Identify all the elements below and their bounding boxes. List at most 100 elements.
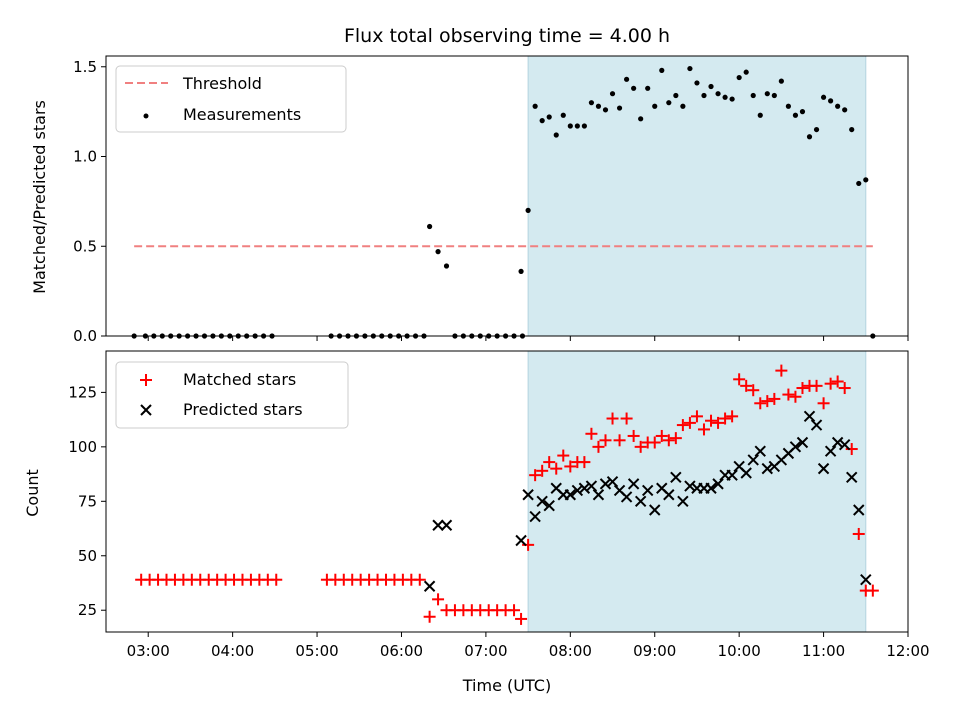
- measurement-point: [680, 103, 686, 109]
- predicted-star-marker: [670, 471, 682, 484]
- marker-stroke: [585, 480, 598, 492]
- marker-stroke: [529, 510, 541, 523]
- x-tick-label: 12:00: [886, 642, 929, 660]
- measurement-point: [602, 107, 609, 113]
- measurement-point: [743, 69, 749, 75]
- measurement-point: [828, 98, 834, 104]
- matched-star-marker: [550, 462, 563, 475]
- predicted-star-marker: [592, 489, 605, 501]
- measurement-point: [659, 67, 665, 73]
- matched-star-marker: [697, 423, 710, 436]
- marker-stroke: [796, 436, 809, 449]
- marker-stroke: [740, 467, 752, 479]
- measurement-point: [863, 177, 869, 183]
- predicted-star-marker: [824, 445, 837, 457]
- y-tick-label: 0.0: [73, 327, 97, 345]
- predicted-star-marker: [663, 489, 675, 501]
- marker-stroke: [423, 580, 436, 592]
- matched-star-marker: [662, 434, 675, 447]
- marker-stroke: [599, 478, 612, 490]
- measurement-point: [532, 103, 538, 109]
- predicted-star-marker: [649, 504, 661, 516]
- measurement-point: [856, 180, 862, 187]
- bottom-y-axis-label: Count: [23, 469, 42, 517]
- matched-star-marker: [754, 397, 767, 410]
- x-tick-label: 09:00: [633, 642, 676, 660]
- matched-star-marker: [726, 410, 739, 423]
- x-tick-label: 11:00: [802, 642, 845, 660]
- measurement-point: [539, 118, 545, 124]
- marker-stroke: [440, 519, 453, 531]
- x-tick-label: 07:00: [464, 642, 507, 660]
- predicted-star-marker: [740, 467, 752, 479]
- top-x-ticks: [147, 336, 909, 341]
- predicted-stars-points: [423, 410, 872, 592]
- marker-stroke: [432, 519, 444, 531]
- measurement-point: [560, 112, 566, 118]
- matched-star-marker: [775, 364, 788, 377]
- predicted-star-marker: [585, 480, 598, 492]
- matched-star-marker: [620, 412, 633, 425]
- measurement-point: [581, 123, 587, 129]
- marker-stroke: [634, 495, 647, 508]
- measurement-point: [638, 116, 644, 122]
- marker-stroke: [620, 491, 633, 503]
- predicted-star-marker: [677, 495, 689, 508]
- measurement-point: [609, 91, 616, 97]
- marker-stroke: [705, 482, 717, 494]
- marker-stroke: [564, 489, 577, 501]
- measurement-point: [666, 100, 672, 106]
- chart-title: Flux total observing time = 4.00 h: [344, 25, 670, 47]
- y-tick-label: 100: [68, 438, 97, 456]
- predicted-star-marker: [789, 441, 802, 453]
- measurement-point: [806, 134, 813, 140]
- matched-star-marker: [676, 419, 689, 432]
- top-y-axis-label: Matched/Predicted stars: [30, 100, 49, 294]
- predicted-star-marker: [440, 519, 453, 531]
- predicted-star-marker: [838, 438, 851, 451]
- measurements-points: [131, 65, 876, 339]
- matched-star-marker: [705, 414, 718, 427]
- marker-stroke: [578, 482, 591, 494]
- predicted-star-marker: [634, 495, 647, 508]
- marker-stroke: [726, 469, 738, 481]
- marker-stroke: [810, 419, 823, 431]
- y-tick-label: 25: [78, 601, 97, 619]
- measurement-point: [701, 92, 707, 99]
- marker-stroke: [747, 454, 759, 466]
- predicted-star-marker: [860, 574, 872, 586]
- bottom-y-ticks: 25 50 75 100 125: [68, 383, 106, 619]
- marker-stroke: [684, 480, 696, 492]
- matched-star-marker: [761, 395, 774, 408]
- marker-stroke: [550, 482, 562, 494]
- matched-star-marker: [423, 610, 436, 623]
- matched-star-marker: [747, 384, 760, 397]
- matched-star-marker: [508, 604, 521, 617]
- marker-stroke: [571, 484, 584, 497]
- predicted-star-marker: [803, 410, 816, 423]
- marker-stroke: [522, 489, 534, 501]
- measurement-point: [631, 85, 637, 91]
- predicted-star-marker: [831, 436, 844, 449]
- predicted-star-marker: [754, 445, 766, 457]
- measurement-point: [750, 92, 756, 99]
- legend-measurements-swatch: [143, 113, 149, 119]
- measurement-point: [764, 91, 770, 97]
- predicted-star-marker: [606, 475, 619, 488]
- x-tick-label: 06:00: [380, 642, 423, 660]
- marker-stroke: [606, 475, 619, 488]
- y-tick-label: 75: [78, 492, 97, 510]
- predicted-star-marker: [627, 478, 640, 490]
- marker-stroke: [824, 445, 837, 457]
- legend-matched-swatch: [140, 374, 152, 386]
- marker-stroke: [754, 445, 766, 457]
- x-tick-label: 04:00: [211, 642, 254, 660]
- marker-stroke: [712, 478, 724, 490]
- measurement-point: [813, 126, 820, 133]
- matched-star-marker: [683, 416, 696, 429]
- marker-stroke: [860, 574, 872, 586]
- predicted-star-marker: [571, 484, 584, 497]
- shaded-observing-window: [527, 55, 867, 337]
- x-tick-label: 08:00: [549, 642, 592, 660]
- marker-stroke: [831, 436, 844, 449]
